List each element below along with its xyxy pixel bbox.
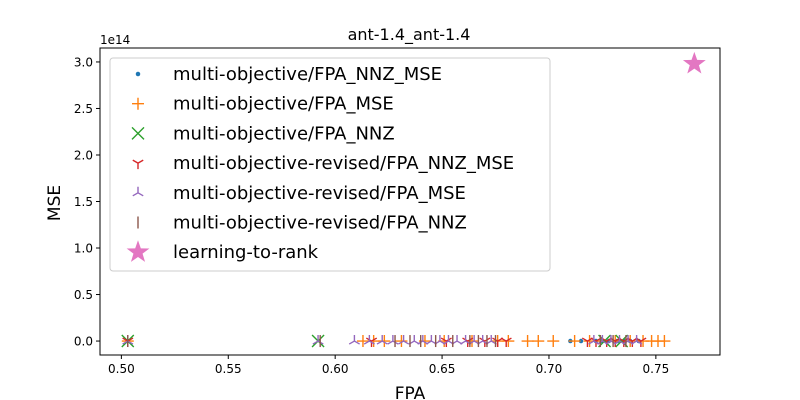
- legend-label: multi-objective/FPA_NNZ_MSE: [173, 64, 442, 85]
- x-axis-label: FPA: [395, 384, 426, 400]
- y-axis: 0.0 0.5 1.0 1.5 2.0 2.5 3.0: [74, 55, 100, 349]
- x-tick-label: 0.65: [429, 362, 456, 376]
- legend-label: multi-objective-revised/FPA_NNZ_MSE: [173, 153, 514, 174]
- data-point: [658, 335, 671, 348]
- legend-item: multi-objective-revised/FPA_NNZ: [137, 213, 467, 234]
- x-axis: 0.50 0.55 0.60 0.65 0.70 0.75: [108, 355, 669, 376]
- legend-item: multi-objective/FPA_NNZ_MSE: [135, 64, 442, 85]
- legend-label: multi-objective/FPA_MSE: [173, 94, 394, 115]
- data-point: [363, 335, 375, 345]
- legend-item: multi-objective/FPA_MSE: [132, 94, 394, 115]
- y-tick-label: 1.0: [74, 242, 93, 256]
- legend-marker: [132, 159, 144, 170]
- legend-marker: [131, 126, 145, 140]
- x-tick-label: 0.50: [108, 362, 135, 376]
- x-tick-label: 0.55: [215, 362, 242, 376]
- y-axis-label: MSE: [45, 185, 65, 221]
- chart-title: ant-1.4_ant-1.4: [348, 25, 471, 45]
- data-point: [312, 335, 324, 345]
- y-axis-multiplier: 1e14: [100, 33, 130, 47]
- legend-frame: [109, 57, 551, 272]
- data-point: [398, 335, 410, 345]
- y-tick-label: 0.0: [74, 335, 93, 349]
- y-tick-label: 1.5: [74, 195, 93, 209]
- series-6: [682, 51, 706, 74]
- legend-item: learning-to-rank: [126, 240, 319, 263]
- data-point: [395, 335, 408, 348]
- x-tick-label: 0.70: [536, 362, 563, 376]
- data-point: [578, 338, 584, 344]
- legend-item: multi-objective-revised/FPA_NNZ_MSE: [132, 153, 514, 174]
- x-tick-label: 0.75: [643, 362, 670, 376]
- legend: multi-objective/FPA_NNZ_MSE multi-objecti…: [109, 57, 551, 272]
- data-point: [682, 51, 706, 74]
- y-tick-label: 3.0: [74, 55, 93, 69]
- data-point: [532, 335, 545, 348]
- data-point: [378, 335, 391, 348]
- legend-item: multi-objective-revised/FPA_MSE: [132, 183, 466, 204]
- series-4: [122, 335, 643, 345]
- y-tick-label: 2.0: [74, 148, 93, 162]
- legend-label: learning-to-rank: [173, 242, 319, 263]
- data-point: [547, 335, 560, 348]
- y-tick-label: 2.5: [74, 102, 93, 116]
- data-point: [356, 335, 369, 348]
- data-point: [376, 335, 388, 345]
- legend-label: multi-objective-revised/FPA_MSE: [173, 183, 466, 204]
- series-5: [127, 335, 627, 348]
- data-point: [568, 335, 581, 348]
- y-tick-label: 0.5: [74, 288, 93, 302]
- legend-marker: [126, 240, 150, 262]
- data-point: [417, 335, 429, 345]
- x-tick-label: 0.60: [322, 362, 349, 376]
- legend-marker: [132, 186, 144, 197]
- data-point: [631, 335, 643, 345]
- plot-area: [121, 51, 706, 348]
- data-point: [387, 335, 399, 345]
- data-point: [348, 335, 360, 345]
- data-point: [521, 335, 534, 348]
- data-point: [500, 337, 512, 348]
- legend-marker: [135, 71, 141, 77]
- legend-label: multi-objective-revised/FPA_NNZ: [173, 213, 467, 234]
- data-point: [502, 335, 515, 348]
- legend-label: multi-objective/FPA_NNZ: [173, 123, 395, 144]
- legend-item: multi-objective/FPA_NNZ: [131, 123, 395, 144]
- legend-marker: [132, 97, 144, 110]
